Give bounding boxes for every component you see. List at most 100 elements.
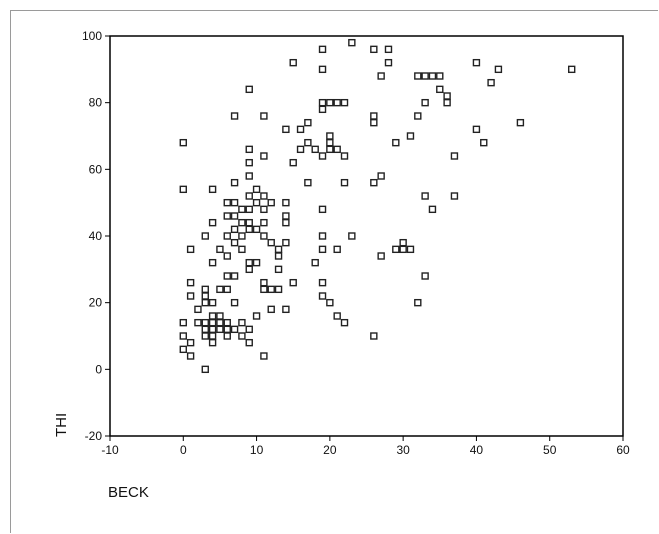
scatter-point bbox=[179, 138, 187, 147]
scatter-point bbox=[392, 138, 400, 147]
scatter-point bbox=[223, 212, 231, 220]
scatter-point bbox=[252, 312, 261, 320]
scatter-point bbox=[223, 252, 231, 260]
scatter-point bbox=[223, 198, 231, 207]
scatter-point bbox=[414, 112, 422, 120]
scatter-point bbox=[245, 158, 253, 167]
x-tick-label: -10 bbox=[101, 443, 119, 457]
x-tick-label: 0 bbox=[180, 443, 187, 457]
x-axis-ticks: -10 0 10 20 30 40 50 60 bbox=[101, 436, 630, 457]
scatter-point bbox=[318, 278, 327, 287]
scatter-point bbox=[370, 332, 378, 340]
scatter-point bbox=[384, 45, 393, 54]
scatter-point bbox=[208, 258, 217, 267]
scatter-point bbox=[340, 318, 349, 327]
scatter-point bbox=[274, 285, 283, 294]
scatter-point bbox=[245, 218, 253, 227]
scatter-point bbox=[230, 238, 239, 247]
scatter-point bbox=[414, 298, 422, 307]
scatter-point bbox=[370, 45, 378, 54]
scatter-point bbox=[260, 278, 268, 287]
scatter-point bbox=[179, 318, 187, 327]
scatter-point bbox=[216, 285, 224, 294]
scatter-point bbox=[201, 325, 209, 334]
scatter-point bbox=[201, 332, 209, 340]
scatter-point bbox=[436, 72, 444, 80]
scatter-point bbox=[245, 192, 253, 200]
scatter-point bbox=[282, 212, 290, 220]
scatter-point bbox=[318, 65, 327, 74]
scatter-point bbox=[238, 245, 246, 254]
scatter-point bbox=[340, 152, 349, 160]
x-tick-label: 40 bbox=[470, 443, 484, 457]
scatter-point bbox=[245, 325, 253, 334]
scatter-point bbox=[318, 105, 327, 114]
scatter-point bbox=[348, 38, 356, 47]
scatter-point bbox=[370, 118, 378, 127]
scatter-point bbox=[252, 258, 261, 267]
scatter-point bbox=[223, 272, 231, 280]
scatter-point bbox=[245, 205, 253, 214]
scatter-point bbox=[260, 232, 268, 240]
scatter-point bbox=[230, 225, 239, 234]
scatter-point bbox=[318, 232, 327, 240]
scatter-point bbox=[252, 185, 261, 194]
scatter-point bbox=[186, 245, 195, 254]
scatter-point bbox=[245, 225, 253, 234]
y-axis-ticks: -20 0 20 40 60 80 100 bbox=[82, 29, 110, 443]
scatter-point bbox=[406, 245, 415, 254]
scatter-point bbox=[223, 232, 231, 240]
scatter-point bbox=[245, 172, 253, 180]
scatter-point bbox=[450, 152, 459, 160]
scatter-point bbox=[377, 172, 385, 180]
scatter-points bbox=[179, 38, 576, 374]
scatter-point bbox=[421, 72, 429, 80]
scatter-point bbox=[296, 145, 305, 154]
scatter-point bbox=[260, 152, 268, 160]
scatter-point bbox=[208, 318, 217, 327]
scatter-point bbox=[216, 318, 224, 327]
scatter-point bbox=[340, 178, 349, 187]
scatter-point bbox=[230, 272, 239, 280]
scatter-point bbox=[289, 158, 297, 167]
scatter-point bbox=[443, 92, 451, 100]
scatter-point bbox=[348, 232, 356, 240]
scatter-point bbox=[311, 258, 319, 267]
scatter-point bbox=[208, 338, 217, 347]
scatter-point bbox=[252, 225, 261, 234]
scatter-point bbox=[318, 152, 327, 160]
scatter-point bbox=[186, 338, 195, 347]
scatter-point bbox=[421, 98, 429, 107]
scatter-point bbox=[282, 218, 290, 227]
x-tick-label: 50 bbox=[543, 443, 557, 457]
scatter-point bbox=[274, 245, 283, 254]
scatter-point bbox=[428, 72, 437, 80]
scatter-point bbox=[421, 272, 429, 280]
scatter-point bbox=[450, 192, 459, 200]
scatter-point bbox=[282, 238, 290, 247]
scatter-point bbox=[274, 252, 283, 260]
scatter-point bbox=[274, 265, 283, 274]
scatter-point bbox=[245, 265, 253, 274]
scatter-point bbox=[208, 218, 217, 227]
scatter-point bbox=[194, 318, 202, 327]
scatter-point bbox=[377, 72, 385, 80]
scatter-point bbox=[201, 298, 209, 307]
scatter-point bbox=[179, 185, 187, 194]
scatter-point bbox=[311, 145, 319, 154]
scatter-point bbox=[208, 325, 217, 334]
x-tick-label: 60 bbox=[616, 443, 630, 457]
scatter-point bbox=[201, 292, 209, 300]
scatter-point bbox=[267, 198, 275, 207]
scatter-point bbox=[208, 298, 217, 307]
scatter-point bbox=[340, 98, 349, 107]
scatter-point bbox=[245, 338, 253, 347]
scatter-point bbox=[399, 238, 407, 247]
scatter-point bbox=[238, 232, 246, 240]
scatter-point bbox=[194, 305, 202, 314]
scatter-point bbox=[186, 292, 195, 300]
scatter-point bbox=[370, 112, 378, 120]
scatter-point bbox=[223, 332, 231, 340]
scatter-point bbox=[179, 345, 187, 354]
